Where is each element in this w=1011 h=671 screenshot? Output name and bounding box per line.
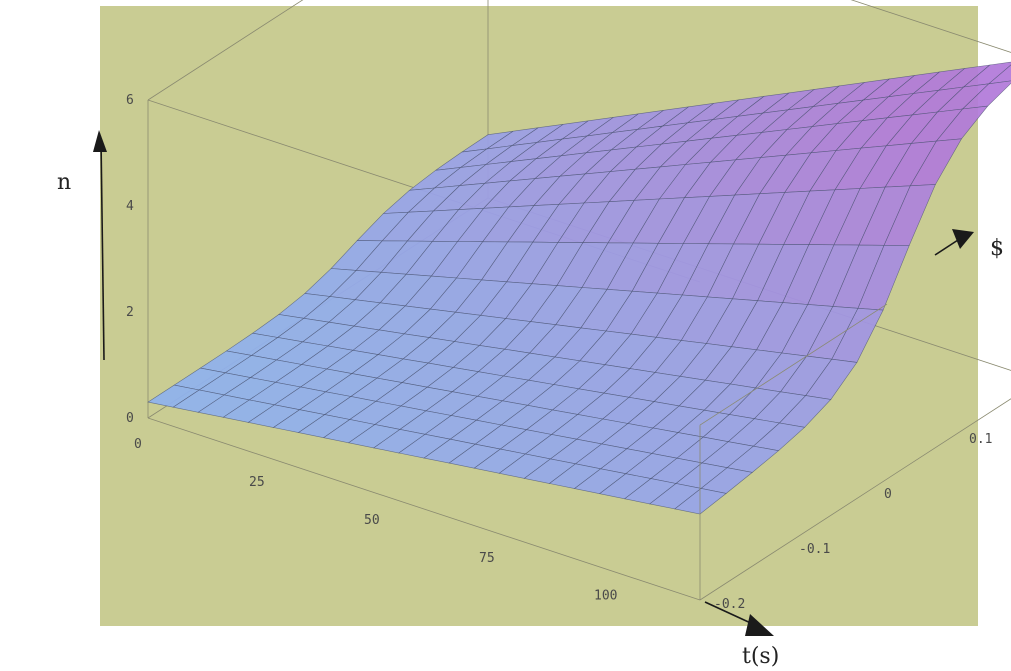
y-axis-arrow [934,229,974,256]
y-tick-2: 0 [884,487,892,502]
z-tick-1: 2 [126,305,134,320]
surface-mesh [147,61,1011,515]
x-tick-4: 100 [594,589,617,604]
box-front-edge-2 [699,303,888,426]
y-axis-label: $ [990,236,1004,261]
x-axis-arrow [704,601,774,636]
bounding-box-front [699,303,1011,601]
y-tick-3: 0.1 [969,432,992,447]
z-tick-2: 4 [126,199,134,214]
x-tick-3: 75 [479,551,495,566]
box-edge-2 [147,0,304,101]
surface-cell-21-0 [674,488,727,515]
z-tick-labels: 0 2 4 6 [126,93,134,426]
x-tick-labels: 0 25 50 75 100 [134,437,617,604]
z-tick-3: 6 [126,93,134,108]
x-tick-1: 25 [249,475,265,490]
y-tick-1: -0.1 [799,542,830,557]
x-tick-0: 0 [134,437,142,452]
y-tick-0: -0.2 [714,597,745,612]
box-front-edge-1 [699,398,1011,601]
box-edge-7 [147,417,701,601]
x-axis-label: t(s) [742,644,779,669]
z-axis-label: n [57,170,71,195]
y-tick-labels: -0.2-0.100.10.2 [714,432,992,612]
box-edge-3 [850,0,1011,53]
z-axis-arrow [93,130,107,361]
z-tick-0: 0 [126,411,134,426]
x-tick-2: 50 [364,513,380,528]
